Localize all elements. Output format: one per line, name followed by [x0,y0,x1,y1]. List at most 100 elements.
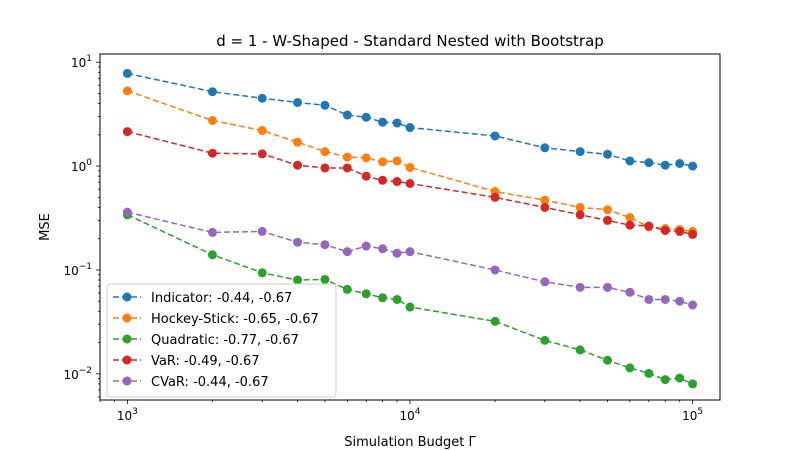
data-point [257,93,267,103]
x-tick-label: 103 [117,407,138,423]
data-point [575,345,585,355]
legend-marker [122,313,132,323]
data-point [675,373,685,383]
legend-label: Quadratic: -0.77, -0.67 [151,333,299,348]
legend-marker [122,376,132,386]
legend-label: Indicator: -0.44, -0.67 [151,291,292,306]
data-point [405,247,415,257]
data-point [644,294,654,304]
data-point [660,375,670,385]
data-point [540,195,550,205]
data-point [575,210,585,220]
data-point [660,160,670,170]
data-point [257,126,267,136]
legend-label: VaR: -0.49, -0.67 [151,354,260,369]
x-tick-exponent: 3 [132,407,138,417]
legend-label: Hockey-Stick: -0.65, -0.67 [151,312,319,327]
data-point [320,240,330,250]
data-point [603,215,613,225]
data-point [405,123,415,133]
data-point [378,293,388,303]
data-point [257,268,267,278]
data-point [675,158,685,168]
data-point [603,149,613,159]
data-point [405,178,415,188]
y-tick-exponent: 0 [86,158,92,168]
data-point [625,156,635,166]
data-point [293,97,303,107]
data-point [207,87,217,97]
minor-ticks [98,66,681,402]
legend-item: VaR: -0.49, -0.67 [113,354,260,369]
data-point [378,175,388,185]
data-point [361,241,371,251]
series-5 [122,207,698,310]
data-point [603,205,613,215]
data-point [392,156,402,166]
data-point [207,148,217,158]
data-point [207,227,217,237]
legend-marker [122,355,132,365]
data-point [625,212,635,222]
x-tick-exponent: 5 [697,407,703,417]
data-point [320,100,330,110]
legend: Indicator: -0.44, -0.67 Hockey-Stick: -0.… [106,283,337,398]
data-point [378,157,388,167]
data-point [575,202,585,212]
data-point [207,250,217,260]
data-point [490,265,500,275]
data-point [490,192,500,202]
data-point [293,275,303,285]
data-point [392,177,402,187]
x-axis-label: Simulation Budget Γ [344,435,476,450]
x-tick-exponent: 4 [415,407,421,417]
legend-item: CVaR: -0.44, -0.67 [113,375,269,390]
data-point [540,335,550,345]
x-tick-label: 105 [682,407,703,423]
data-point [688,379,698,389]
data-point [122,207,132,217]
data-point [603,355,613,365]
data-point [540,202,550,212]
y-tick-label: 100 [71,158,92,174]
data-point [688,229,698,239]
data-point [688,161,698,171]
data-point [320,147,330,157]
data-point [361,171,371,181]
data-point [625,287,635,297]
data-point [342,110,352,120]
data-point [603,282,613,292]
data-point [320,163,330,173]
y-tick-exponent: −1 [79,262,92,272]
data-point [361,289,371,299]
y-tick-label: 10−1 [63,262,92,278]
data-point [207,115,217,125]
data-point [575,282,585,292]
data-point [342,284,352,294]
series-4 [122,127,698,239]
chart-title: d = 1 - W-Shaped - Standard Nested with … [216,32,604,50]
data-point [490,131,500,141]
y-tick-label: 101 [71,54,92,70]
data-point [257,149,267,159]
legend-frame [106,283,337,398]
data-point [405,302,415,312]
data-point [378,117,388,127]
data-point [405,162,415,172]
data-point [688,300,698,310]
data-point [644,221,654,231]
y-tick-exponent: −2 [79,366,92,376]
data-point [540,277,550,287]
data-point [575,147,585,157]
data-point [490,316,500,326]
data-point [122,127,132,137]
data-point [644,368,654,378]
data-point [342,247,352,257]
data-point [675,296,685,306]
y-tick-exponent: 1 [86,54,92,64]
series-1 [122,68,698,171]
legend-marker [122,292,132,302]
data-point [361,153,371,163]
x-tick-label: 104 [399,407,420,423]
